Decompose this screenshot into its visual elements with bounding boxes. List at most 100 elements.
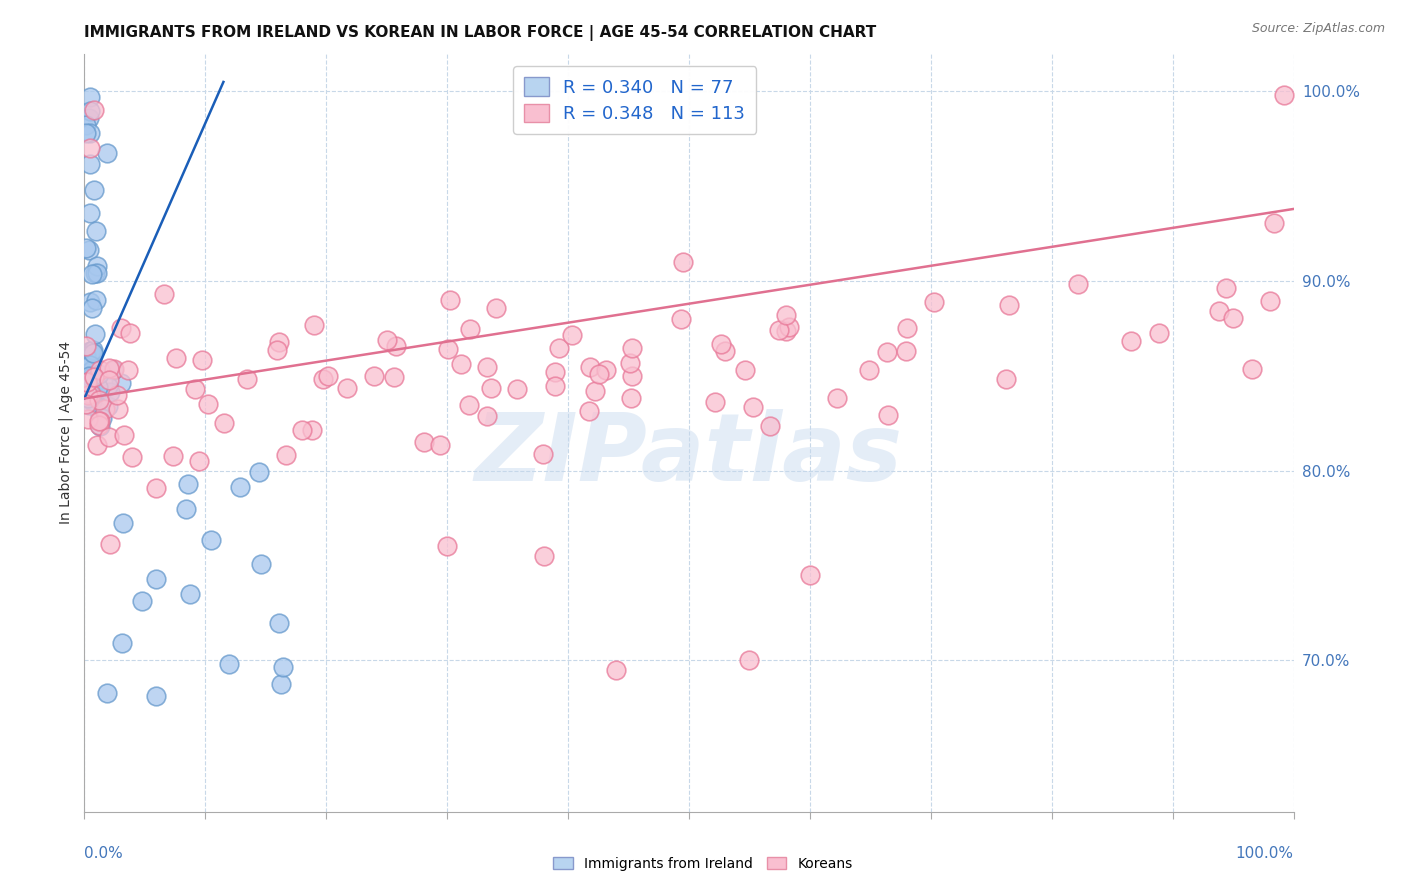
Point <box>200 533 222 547</box>
Point <box>83 370 105 384</box>
Point <box>86 293 108 307</box>
Point <box>82 345 104 359</box>
Point <box>197 397 219 411</box>
Point <box>86 266 108 280</box>
Point <box>174 502 197 516</box>
Point <box>87 405 110 419</box>
Point <box>1067 277 1090 291</box>
Point <box>145 481 167 495</box>
Point <box>103 363 125 377</box>
Point <box>316 369 339 384</box>
Point <box>477 360 499 375</box>
Point <box>75 118 97 132</box>
Point <box>778 319 800 334</box>
Point <box>76 375 98 389</box>
Point <box>75 241 97 255</box>
Point <box>775 324 797 338</box>
Point <box>533 447 555 461</box>
Point <box>544 379 567 393</box>
Point <box>86 384 108 399</box>
Point <box>460 321 482 335</box>
Point <box>77 243 100 257</box>
Point <box>544 365 567 379</box>
Point <box>247 465 270 479</box>
Point <box>742 401 765 415</box>
Point <box>145 689 167 703</box>
Point <box>579 359 602 374</box>
Point <box>75 349 97 363</box>
Point <box>86 438 108 452</box>
Point <box>103 362 125 376</box>
Point <box>96 145 118 160</box>
Point <box>97 373 120 387</box>
Point <box>439 293 461 307</box>
Point <box>236 372 259 386</box>
Point <box>738 653 761 667</box>
Legend: Immigrants from Ireland, Koreans: Immigrants from Ireland, Koreans <box>548 851 858 876</box>
Point <box>97 429 120 443</box>
Point <box>270 676 292 690</box>
Point <box>79 90 101 104</box>
Point <box>76 368 98 383</box>
Point <box>75 397 97 411</box>
Point <box>96 686 118 700</box>
Point <box>620 391 643 405</box>
Point <box>998 298 1021 312</box>
Point <box>79 141 101 155</box>
Point <box>80 361 103 376</box>
Point <box>704 394 727 409</box>
Point <box>429 438 451 452</box>
Point <box>79 206 101 220</box>
Point <box>605 663 627 677</box>
Point <box>714 343 737 358</box>
Point <box>76 383 98 397</box>
Point <box>77 391 100 405</box>
Point <box>87 367 110 381</box>
Point <box>413 434 436 449</box>
Point <box>561 327 583 342</box>
Point <box>876 344 898 359</box>
Point <box>83 103 105 118</box>
Point <box>80 301 103 315</box>
Point <box>89 415 111 429</box>
Point <box>548 342 571 356</box>
Point <box>271 660 294 674</box>
Point <box>218 657 240 671</box>
Point <box>80 344 103 359</box>
Point <box>75 380 97 394</box>
Point <box>922 294 945 309</box>
Point <box>94 402 117 417</box>
Point <box>212 416 235 430</box>
Point <box>77 398 100 412</box>
Point <box>120 326 142 340</box>
Point <box>382 369 405 384</box>
Point <box>533 549 555 563</box>
Point <box>595 363 617 377</box>
Point <box>79 359 101 373</box>
Point <box>583 384 606 398</box>
Point <box>76 366 98 380</box>
Point <box>436 540 458 554</box>
Point <box>98 361 121 376</box>
Point <box>84 326 107 341</box>
Point <box>80 345 103 359</box>
Text: ZIPatlas: ZIPatlas <box>475 409 903 501</box>
Point <box>110 321 132 335</box>
Point <box>77 369 100 384</box>
Point <box>97 399 120 413</box>
Text: Source: ZipAtlas.com: Source: ZipAtlas.com <box>1251 22 1385 36</box>
Point <box>87 417 110 432</box>
Point <box>76 375 98 389</box>
Point <box>1215 281 1237 295</box>
Point <box>1272 88 1295 103</box>
Point <box>179 587 201 601</box>
Point <box>87 414 110 428</box>
Text: 0.0%: 0.0% <box>84 846 124 861</box>
Point <box>1240 361 1263 376</box>
Point <box>84 383 107 397</box>
Point <box>153 287 176 301</box>
Point <box>249 557 271 571</box>
Point <box>80 363 103 377</box>
Point <box>79 369 101 384</box>
Point <box>79 104 101 119</box>
